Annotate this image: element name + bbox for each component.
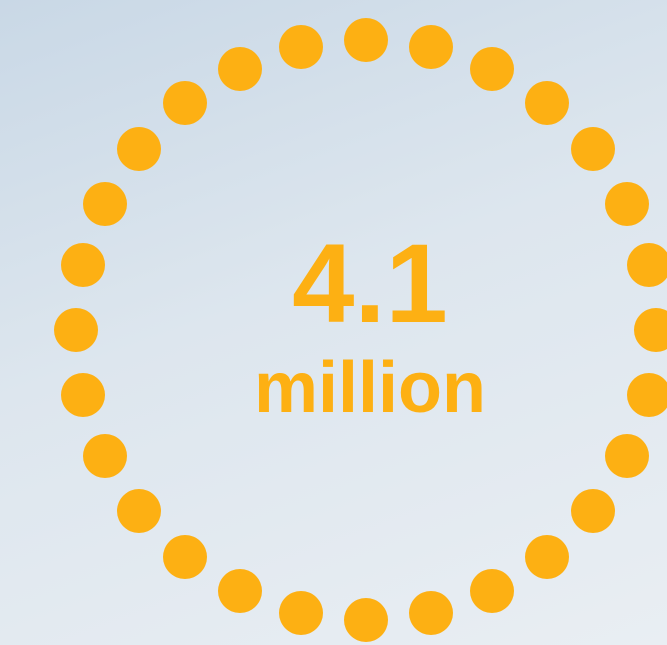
ring-dot bbox=[605, 182, 650, 227]
ring-dot bbox=[117, 127, 162, 172]
ring-dot bbox=[469, 46, 514, 91]
ring-dot bbox=[163, 534, 208, 579]
ring-dot bbox=[408, 25, 453, 70]
ring-dot bbox=[524, 534, 569, 579]
ring-dot bbox=[82, 433, 127, 478]
ring-dot bbox=[408, 590, 453, 635]
ring-dot bbox=[469, 569, 514, 614]
ring-dot bbox=[163, 81, 208, 126]
ring-dot bbox=[279, 590, 324, 635]
ring-dot bbox=[626, 372, 667, 417]
ring-dot bbox=[61, 372, 106, 417]
ring-dot bbox=[570, 488, 615, 533]
ring-dot bbox=[218, 569, 263, 614]
ring-dot bbox=[61, 243, 106, 288]
ring-dot bbox=[279, 25, 324, 70]
ring-dot bbox=[344, 598, 388, 642]
stat-unit: million bbox=[254, 348, 486, 428]
ring-dot bbox=[634, 308, 667, 352]
ring-dot bbox=[626, 243, 667, 288]
ring-dot bbox=[524, 81, 569, 126]
ring-dot bbox=[218, 46, 263, 91]
ring-dot bbox=[54, 308, 98, 352]
ring-dot bbox=[82, 182, 127, 227]
ring-dot bbox=[117, 488, 162, 533]
ring-dot bbox=[344, 18, 388, 62]
stat-value: 4.1 bbox=[292, 221, 448, 346]
ring-dot bbox=[570, 127, 615, 172]
ring-dot bbox=[605, 433, 650, 478]
